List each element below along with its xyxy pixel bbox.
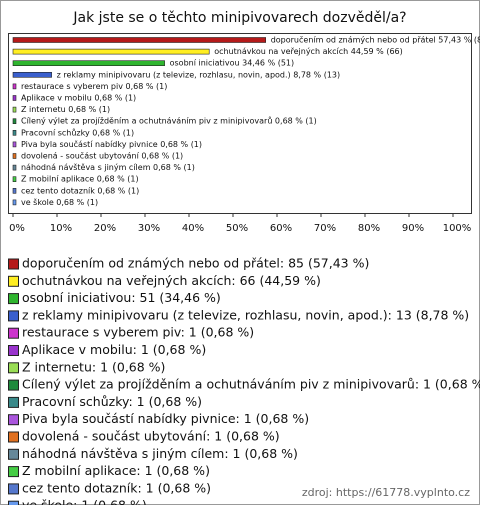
bar (12, 83, 17, 90)
legend-label: ochutnávkou na veřejných akcích: 66 (44,… (22, 273, 321, 288)
bar (12, 153, 17, 159)
value-label: Z mobilní aplikace 0,68 % (1) (21, 175, 139, 184)
legend-swatch (8, 379, 19, 391)
bar (12, 164, 17, 171)
legend-label: ve škole: 1 (0,68 %) (22, 498, 147, 505)
legend-swatch (8, 310, 19, 322)
value-label: ve škole 0,68 % (1) (21, 197, 98, 207)
bar (12, 130, 17, 136)
bar (12, 72, 52, 78)
bar (12, 48, 210, 55)
legend-label: Z mobilní aplikace: 1 (0,68 %) (22, 463, 210, 478)
value-label: cez tento dotazník 0,68 % (1) (21, 186, 139, 195)
value-label: Piva byla součástí nabídky pivnice 0,68 … (21, 139, 202, 149)
x-tick-label: 90% (402, 223, 424, 234)
legend-swatch (8, 362, 19, 374)
legend-swatch (8, 345, 19, 356)
value-label: dovolená - součást ubytování 0,68 % (1) (21, 151, 183, 161)
bar (12, 60, 165, 67)
legend-label: z reklamy minipivovaru (z televize, rozh… (22, 307, 469, 322)
value-label: Z internetu 0,68 % (1) (21, 105, 110, 114)
x-tick-label: 70% (314, 223, 336, 234)
value-label: z reklamy minipivovaru (z televize, rozh… (57, 70, 341, 79)
x-tick-label: 50% (226, 223, 248, 234)
legend-label: Aplikace v mobilu: 1 (0,68 %) (22, 342, 206, 357)
x-tick-label: 40% (182, 223, 204, 234)
bar (12, 188, 17, 194)
legend-label: Z internetu: 1 (0,68 %) (22, 359, 165, 374)
bar (12, 37, 266, 43)
x-tick-label: 80% (358, 223, 380, 234)
x-tick-label: 30% (138, 223, 160, 234)
legend-swatch (8, 275, 19, 287)
legend-swatch (8, 448, 19, 460)
legend-label: osobní iniciativou: 51 (34,46 %) (22, 290, 221, 305)
x-tick-label: 100% (443, 223, 472, 234)
legend-swatch (8, 500, 19, 505)
legend-swatch (8, 396, 19, 408)
x-tick-label: 0% (9, 223, 25, 234)
legend-swatch (8, 293, 19, 305)
legend-swatch (8, 327, 19, 339)
value-label: Aplikace v mobilu 0,68 % (1) (21, 94, 136, 103)
bar (12, 106, 17, 113)
legend-swatch (8, 258, 19, 270)
x-tick-label: 10% (50, 223, 72, 234)
value-label: ochutnávkou na veřejných akcích 44,59 % … (214, 47, 403, 56)
source: zdroj: https://61778.vyplnto.cz (302, 486, 470, 499)
legend-swatch (8, 414, 19, 426)
legend-label: cez tento dotazník: 1 (0,68 %) (22, 480, 211, 495)
bar (12, 176, 17, 182)
bar (12, 199, 17, 206)
value-label: restaurace s vyberem piv 0,68 % (1) (21, 82, 167, 91)
legend-label: Cílený výlet za projížděním a ochutnáván… (22, 377, 480, 392)
x-tick-label: 60% (270, 223, 292, 234)
legend-label: Piva byla součástí nabídky pivnice: 1 (0… (22, 411, 309, 426)
value-label: Cílený výlet za projížděním a ochutnáván… (21, 116, 317, 126)
legend-label: doporučením od známých nebo od přátel: 8… (22, 256, 369, 271)
legend-label: náhodná návštěva s jiným cílem: 1 (0,68 … (22, 446, 298, 461)
bar (12, 141, 17, 148)
legend-label: dovolená - součást ubytování: 1 (0,68 %) (22, 429, 280, 444)
legend-swatch (8, 466, 19, 478)
chart-title: Jak jste se o těchto minipivovarech dozv… (72, 10, 406, 26)
value-label: náhodná návštěva s jiným cílem 0,68 % (1… (21, 162, 195, 172)
value-label: doporučením od známých nebo od přátel 57… (271, 35, 480, 45)
legend-swatch (8, 483, 19, 495)
legend-label: Pracovní schůzky: 1 (0,68 %) (22, 394, 202, 409)
legend-label: restaurace s vyberem piv: 1 (0,68 %) (22, 325, 254, 340)
x-tick-label: 20% (94, 223, 116, 234)
bar (12, 95, 17, 101)
value-label: osobní iniciativou 34,46 % (51) (170, 59, 295, 68)
legend-swatch (8, 431, 19, 443)
bar (12, 118, 17, 124)
value-label: Pracovní schůzky 0,68 % (1) (21, 127, 134, 137)
